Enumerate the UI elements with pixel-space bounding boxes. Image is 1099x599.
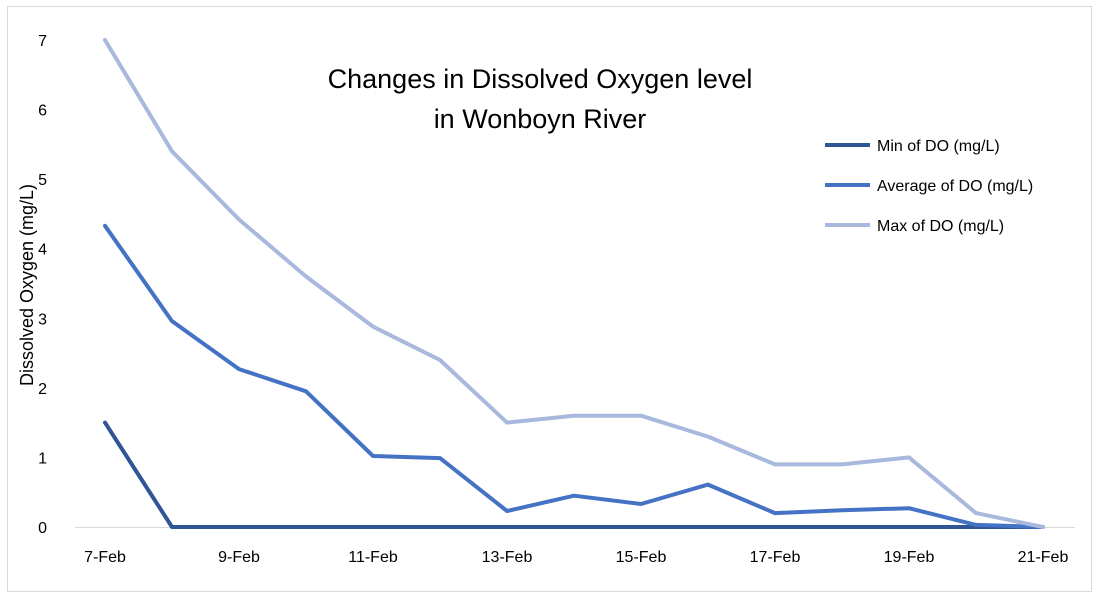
legend-label: Average of DO (mg/L): [877, 178, 1033, 195]
legend-label: Max of DO (mg/L): [877, 218, 1004, 235]
y-axis-label: Dissolved Oxygen (mg/L): [17, 184, 37, 386]
x-tick-label: 15-Feb: [616, 549, 667, 566]
chart-title-line-2: in Wonboyn River: [434, 104, 647, 134]
chart-frame: [7, 6, 1092, 592]
x-tick-label: 21-Feb: [1018, 549, 1069, 566]
series-line-2: [103, 223, 1045, 529]
legend: Min of DO (mg/L) Average of DO (mg/L) Max …: [825, 138, 1033, 235]
series-lines: [103, 38, 1045, 529]
x-tick-label: 13-Feb: [482, 549, 533, 566]
y-tick-label: 5: [38, 172, 47, 189]
x-tick-label: 9-Feb: [218, 549, 260, 566]
x-tick-labels: 7-Feb 9-Feb 11-Feb 13-Feb 15-Feb 17-Feb 19-Feb…: [84, 549, 1068, 566]
y-tick-label: 7: [38, 33, 47, 50]
x-tick-label: 11-Feb: [348, 549, 398, 566]
y-tick-label: 3: [38, 311, 47, 328]
y-tick-label: 4: [38, 242, 47, 259]
x-tick-label: 19-Feb: [884, 549, 935, 566]
chart-title: Changes in Dissolved Oxygen level in Won…: [328, 64, 753, 134]
series-line-1: [103, 420, 1045, 529]
chart-title-line-1: Changes in Dissolved Oxygen level: [328, 64, 753, 94]
y-tick-labels: 0 1 2 3 4 5 6 7: [38, 33, 47, 537]
y-tick-label: 6: [38, 103, 47, 120]
y-tick-label: 2: [38, 381, 47, 398]
legend-label: Min of DO (mg/L): [877, 138, 1000, 155]
x-tick-label: 17-Feb: [750, 549, 801, 566]
y-tick-label: 1: [38, 450, 47, 467]
x-tick-label: 7-Feb: [84, 549, 126, 566]
series-line-3: [103, 38, 1045, 529]
y-tick-label: 0: [38, 520, 47, 537]
